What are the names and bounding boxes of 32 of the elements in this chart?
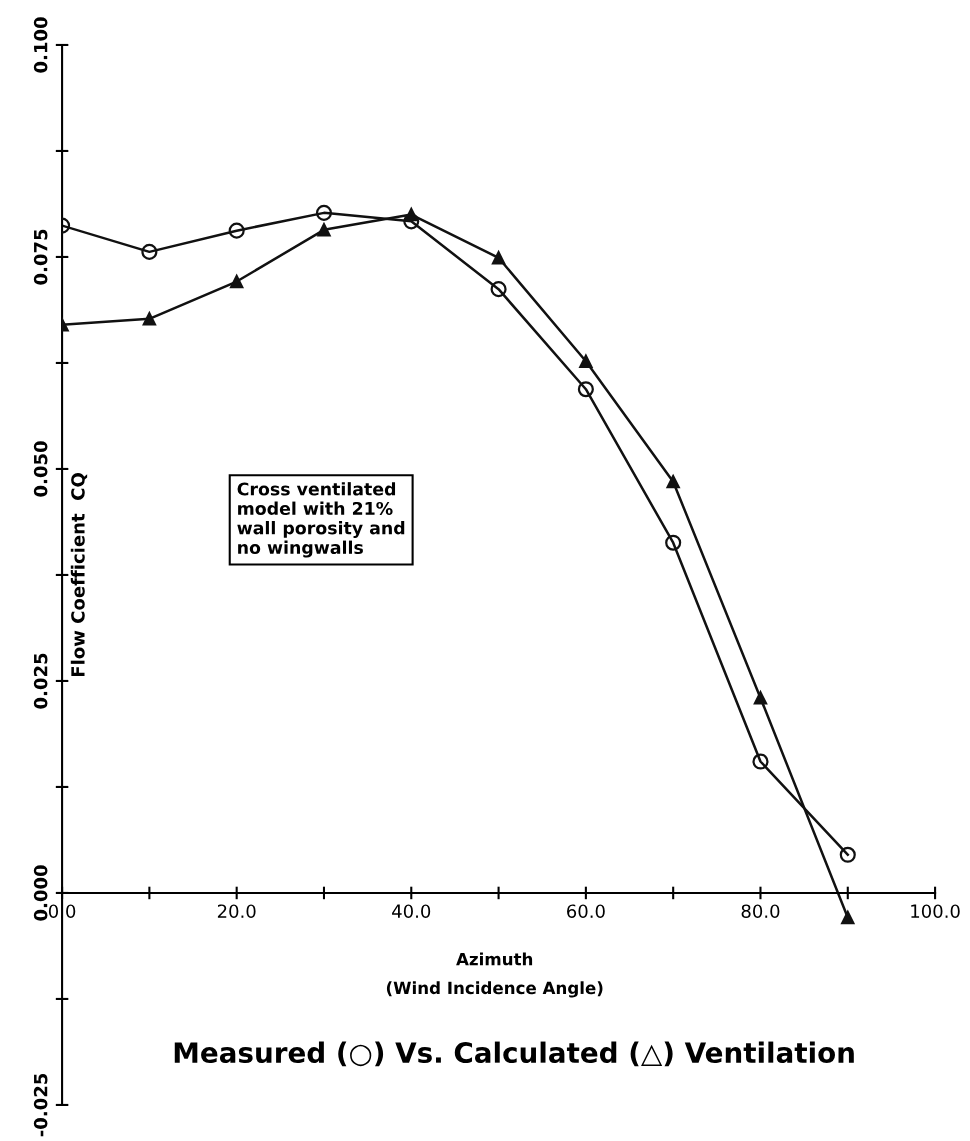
point	[579, 354, 593, 368]
y-tick-label: 0.050	[33, 441, 48, 497]
point	[753, 691, 768, 705]
annotation: Cross ventilated model with 21% wall porosity and no wingwalls	[237, 482, 405, 558]
point	[317, 223, 331, 237]
x-tick-label: 20.0	[217, 904, 256, 919]
point	[752, 753, 769, 770]
point	[666, 475, 680, 489]
x-tick-label: 80.0	[741, 904, 780, 919]
x-axis-title: Azimuth (Wind Incidence Angle)	[386, 952, 603, 998]
y-axis-title: Flow Coefficient CQ	[70, 473, 88, 677]
y-tick-label: 0.100	[33, 17, 48, 73]
y-tick-label: -0.025	[33, 1073, 48, 1137]
x-tick-label: 100.0	[911, 904, 960, 919]
point	[491, 251, 506, 265]
point	[839, 846, 856, 863]
point	[577, 381, 594, 398]
y-tick-label: 0.075	[33, 229, 48, 285]
point	[228, 222, 245, 239]
x-tick-label: 40.0	[392, 904, 431, 919]
point	[841, 910, 855, 925]
y-tick-label: 0.000	[33, 865, 48, 921]
point	[315, 204, 333, 221]
point	[142, 312, 157, 326]
point	[403, 213, 420, 230]
y-tick-label: 0.025	[33, 653, 48, 709]
point	[665, 534, 682, 551]
point	[230, 274, 244, 289]
x-tick-label: 60.0	[567, 904, 605, 919]
point	[141, 243, 158, 260]
point	[490, 281, 507, 298]
text: Measured (○) Vs. Calculated (△) Ventilation	[174, 1041, 854, 1067]
